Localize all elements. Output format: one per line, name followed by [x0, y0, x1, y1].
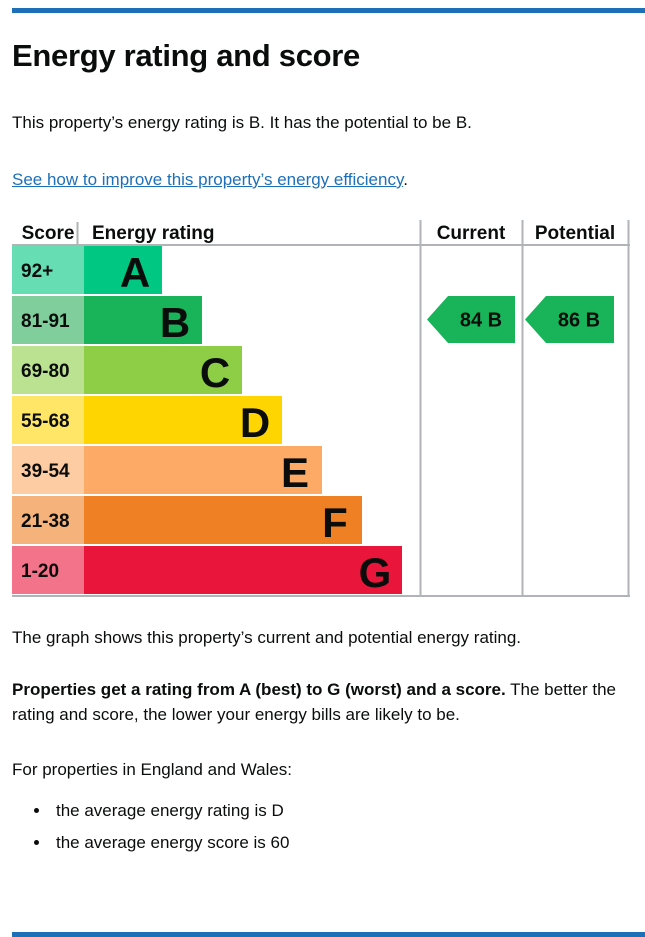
improve-link-period: . — [403, 169, 408, 189]
rating-explanation-lead: Properties get a rating from A (best) to… — [12, 680, 506, 700]
list-item: the average energy score is 60 — [51, 831, 645, 856]
energy-rating-chart: Score Energy rating Current Potential 92+ A 81… — [12, 220, 645, 598]
score-cell-d — [12, 396, 84, 445]
rating-bar-b — [84, 296, 202, 345]
band-letter-d: D — [240, 399, 270, 446]
score-cell-c — [12, 346, 84, 395]
score-range-d: 55-68 — [21, 411, 70, 432]
score-cell-e — [12, 446, 84, 495]
col-header-score: Score — [22, 223, 75, 244]
score-range-f: 21-38 — [21, 511, 70, 532]
averages-list: the average energy rating is D the averag… — [12, 799, 645, 855]
improve-efficiency-link[interactable]: See how to improve this property’s energ… — [12, 169, 404, 189]
improve-link-line: See how to improve this property’s energ… — [12, 168, 645, 193]
rating-bar-c — [84, 346, 242, 395]
rating-summary-text: This property’s energy rating is B. It h… — [12, 113, 472, 133]
rating-bar-f — [84, 496, 362, 545]
score-cell-f — [12, 496, 84, 545]
band-letter-f: F — [322, 499, 348, 546]
potential-arrow — [525, 296, 614, 344]
top-section-break — [12, 8, 645, 13]
rating-bar-e — [84, 446, 322, 495]
score-cell-a — [12, 246, 84, 295]
list-item: the average energy rating is D — [51, 799, 645, 824]
score-range-e: 39-54 — [21, 461, 70, 482]
score-cell-b — [12, 296, 84, 345]
score-range-b: 81-91 — [21, 311, 70, 332]
band-letter-g: G — [359, 549, 392, 596]
epc-chart-svg: Score Energy rating Current Potential 92+ A 81… — [12, 220, 630, 598]
col-header-current: Current — [437, 223, 506, 244]
band-letter-a: A — [120, 249, 150, 296]
score-range-c: 69-80 — [21, 361, 70, 382]
epc-page: Energy rating and score This property’s … — [12, 8, 645, 855]
rating-explanation-rest: The better the rating and score, the low… — [12, 680, 616, 724]
band-letter-e: E — [281, 449, 309, 496]
rating-bar-g — [84, 546, 402, 595]
potential-arrow-label: 86 B — [558, 310, 600, 332]
col-header-potential: Potential — [535, 223, 615, 244]
chart-caption: The graph shows this property’s current … — [12, 628, 522, 648]
current-arrow — [427, 296, 515, 344]
score-range-a: 92+ — [21, 261, 53, 282]
page-title: Energy rating and score — [12, 38, 360, 73]
band-letter-c: C — [200, 349, 230, 396]
averages-intro: For properties in England and Wales: — [12, 760, 293, 780]
rating-bar-a — [84, 246, 162, 295]
score-range-g: 1-20 — [21, 561, 59, 582]
rating-explanation: Properties get a rating from A (best) to… — [12, 678, 638, 727]
score-cell-g — [12, 546, 84, 595]
rating-bar-d — [84, 396, 282, 445]
col-header-energy-rating: Energy rating — [92, 223, 214, 244]
current-arrow-label: 84 B — [460, 310, 502, 332]
bottom-section-break — [12, 932, 645, 937]
band-letter-b: B — [160, 299, 190, 346]
